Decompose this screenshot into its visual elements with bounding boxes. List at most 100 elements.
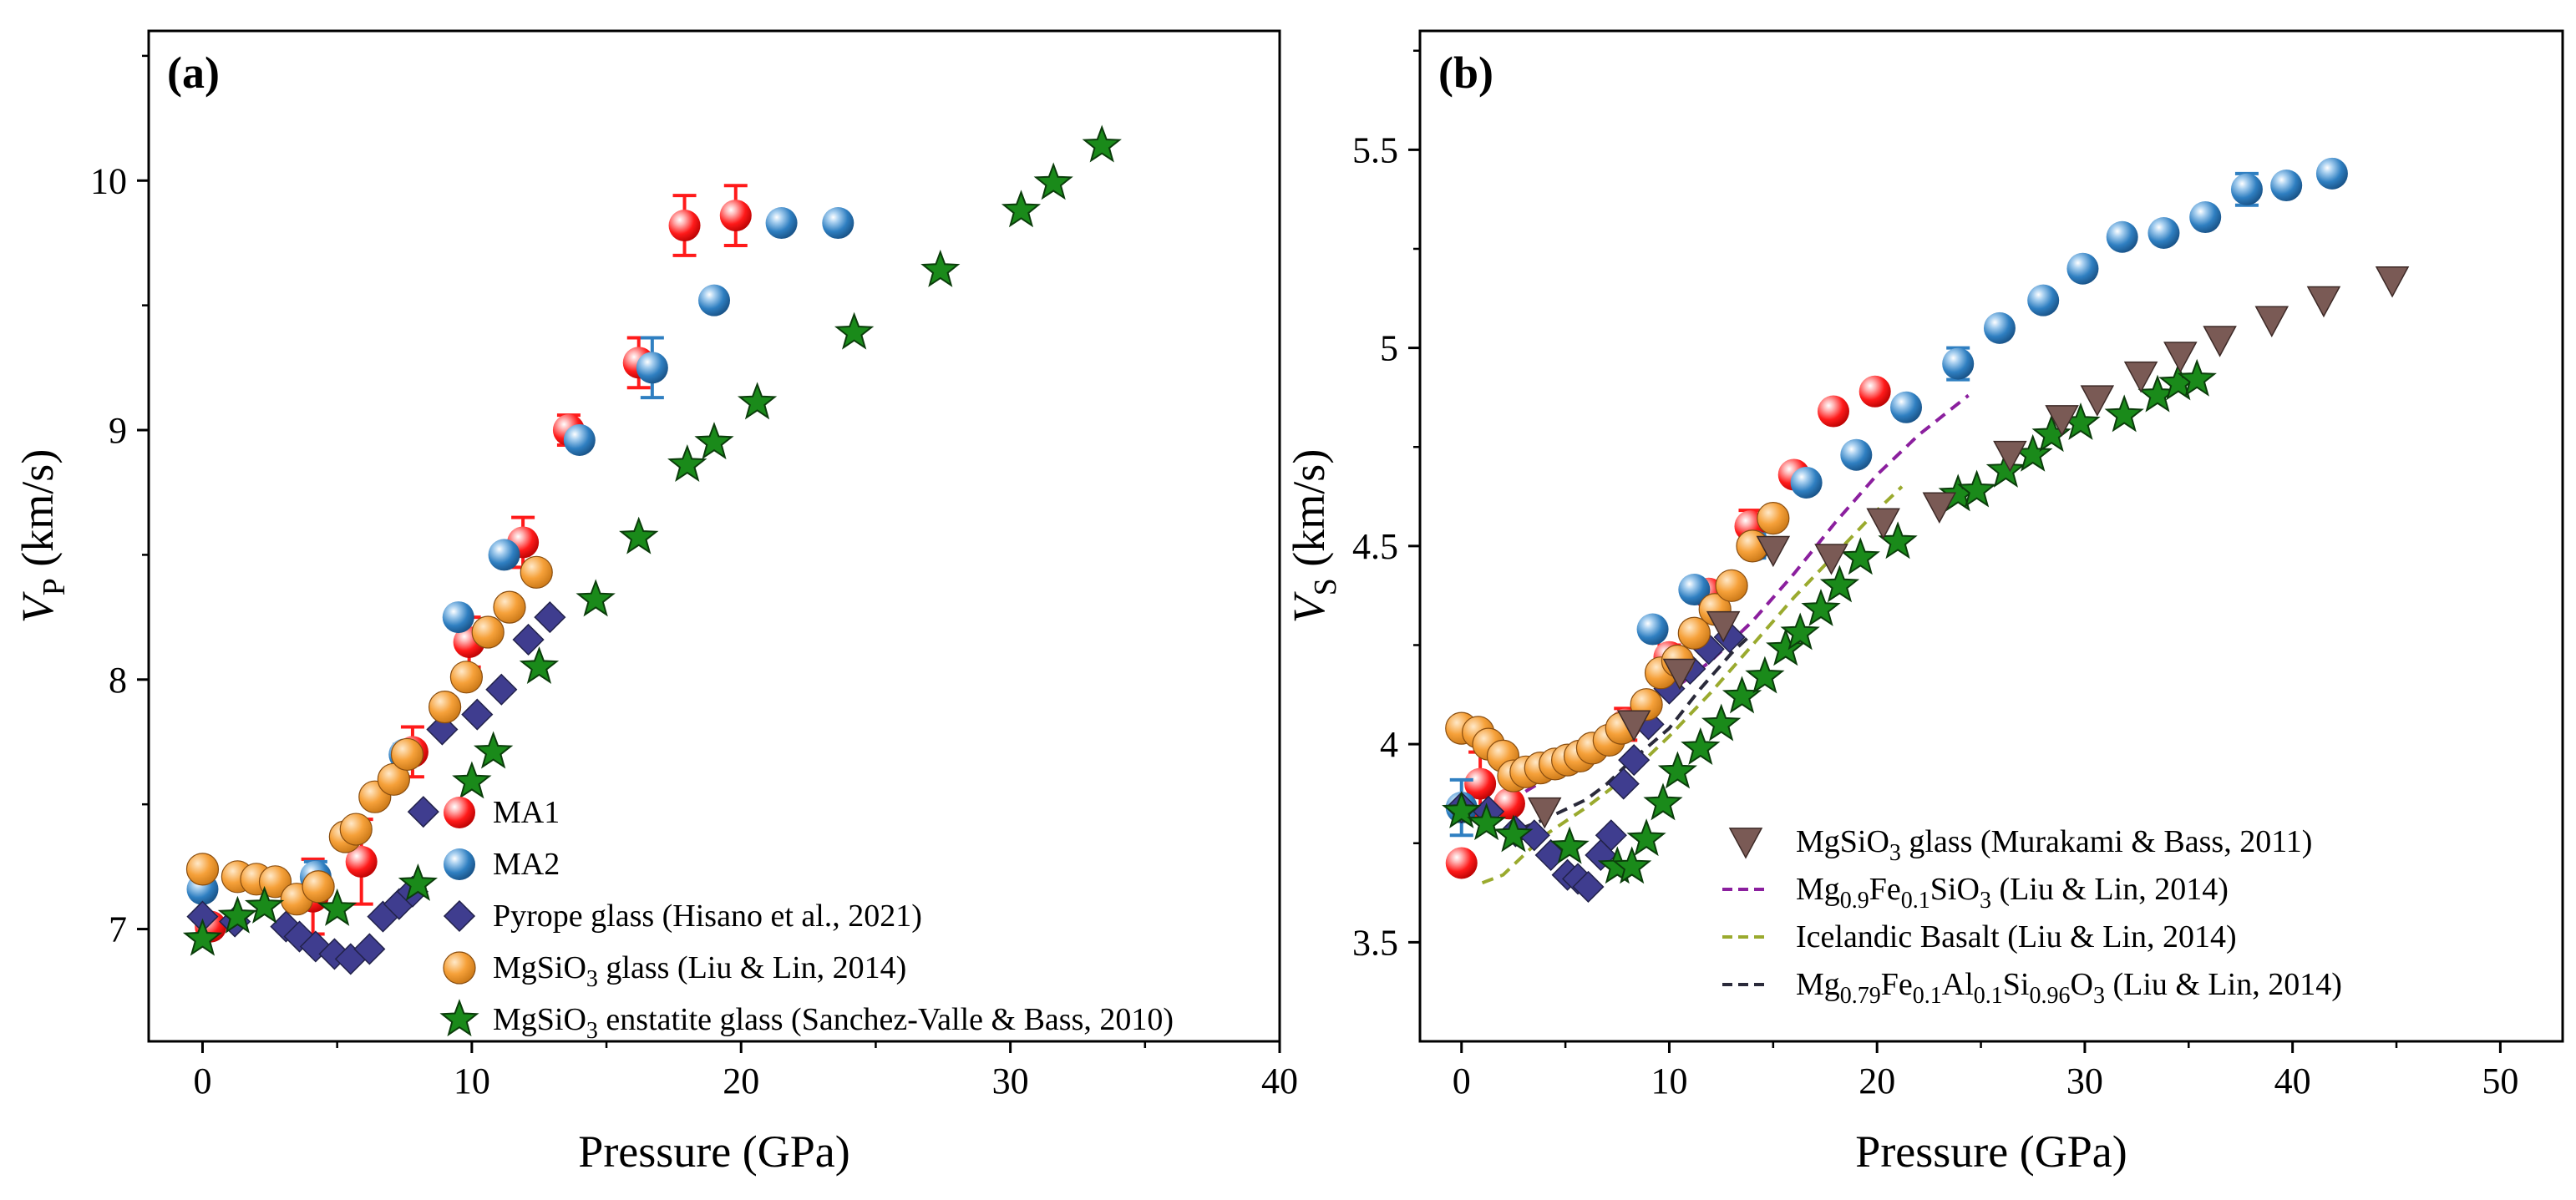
legend-label-part: Fe — [1869, 872, 1901, 907]
data-point — [737, 382, 778, 420]
data-point — [668, 210, 701, 242]
data-point — [512, 623, 545, 656]
legend-label-part: MA2 — [493, 847, 560, 882]
data-point — [1464, 767, 1497, 800]
data-point — [2315, 157, 2348, 190]
legend-label-part: 0.1 — [1901, 888, 1930, 914]
data-point — [1985, 449, 2026, 488]
data-point — [1942, 347, 1975, 380]
data-point — [428, 691, 462, 724]
y-tick-label: 4 — [1380, 724, 1398, 765]
x-axis-label: Pressure (GPa) — [1855, 1127, 2127, 1177]
legend-item: MgSiO3 enstatite glass (Sanchez-Valle & … — [439, 999, 1174, 1044]
data-point — [563, 423, 596, 456]
legend-label: Icelandic Basalt (Liu & Lin, 2014) — [1796, 919, 2237, 954]
legend-label: MgSiO3 glass (Murakami & Bass, 2011) — [1796, 824, 2312, 866]
data-point — [1662, 658, 1697, 691]
data-point — [185, 853, 220, 886]
legend-label: MgSiO3 enstatite glass (Sanchez-Valle & … — [493, 1002, 1174, 1044]
data-point — [258, 865, 292, 899]
legend-label-part: Si — [2003, 967, 2030, 1002]
data-point — [1819, 565, 1860, 603]
legend-item: Mg0.79Fe0.1Al0.1Si0.96O3 (Liu & Lin, 201… — [1722, 967, 2342, 1009]
data-point — [1657, 751, 1698, 789]
legend-label-part: O — [2071, 967, 2093, 1002]
series-4 — [182, 124, 1122, 956]
x-tick-label: 20 — [723, 1061, 759, 1101]
x-tick-label: 40 — [2274, 1061, 2311, 1101]
legend-item: MA2 — [444, 847, 560, 882]
x-tick-label: 30 — [992, 1061, 1029, 1101]
data-point — [407, 796, 439, 828]
data-point — [1745, 656, 1785, 694]
legend-label-part: MgSiO — [493, 1002, 586, 1037]
x-tick-label: 20 — [1858, 1061, 1895, 1101]
data-point — [339, 813, 373, 846]
data-point — [698, 284, 730, 316]
data-point — [719, 200, 752, 232]
data-point — [1757, 502, 1790, 535]
data-point — [636, 352, 668, 384]
panel-a-chart: 0 10 20 30 40 7 8 9 10 Pressure (GPa) VP (km/s) (a)… — [13, 29, 1298, 1177]
x-tick-label: 10 — [1651, 1061, 1687, 1101]
data-point — [1840, 438, 1873, 471]
data-point — [488, 539, 520, 571]
y-axis-subscript: S — [1308, 578, 1343, 595]
plot-frame — [1418, 29, 2564, 1043]
legend-label-part: 3 — [2093, 983, 2105, 1009]
data-point — [2230, 173, 2263, 205]
data-point — [452, 761, 492, 799]
data-point — [1890, 391, 1923, 423]
series-3 — [1445, 502, 1790, 792]
data-point — [302, 870, 335, 904]
y-axis-subscript: P — [37, 578, 72, 595]
data-point — [619, 516, 659, 554]
data-point — [449, 661, 484, 694]
legend-label: MA1 — [493, 795, 560, 830]
y-tick-label: 9 — [109, 410, 127, 451]
legend-item: Mg0.9Fe0.1SiO3 (Liu & Lin, 2014) — [1722, 872, 2229, 914]
x-tick-label: 10 — [454, 1061, 490, 1101]
data-point — [1715, 569, 1748, 602]
data-point — [1677, 616, 1711, 650]
legend: MgSiO3 glass (Murakami & Bass, 2011) Mg0.… — [1722, 824, 2342, 1009]
data-point — [390, 737, 424, 772]
legend-symbol — [1728, 828, 1763, 859]
legend-label-part: enstatite glass (Sanchez-Valle & Bass, 2… — [598, 1002, 1174, 1037]
legend-symbol — [444, 848, 475, 880]
data-point — [1706, 610, 1741, 643]
legend-label-part: glass (Liu & Lin, 2014) — [598, 950, 906, 985]
data-point — [1866, 508, 1900, 539]
legend-label-part: 0.79 — [1840, 983, 1881, 1009]
data-point — [1572, 870, 1605, 904]
data-point — [1595, 819, 1627, 852]
legend-item: MgSiO3 glass (Liu & Lin, 2014) — [443, 950, 906, 992]
data-point — [2104, 394, 2144, 433]
y-tick-label: 5 — [1380, 328, 1398, 369]
data-point — [2106, 220, 2138, 253]
data-point — [534, 601, 566, 634]
data-point — [519, 646, 560, 685]
data-point — [1082, 124, 1122, 163]
panel-label: (b) — [1438, 48, 1493, 98]
data-point — [244, 885, 285, 924]
data-point — [1626, 818, 1666, 857]
data-point — [473, 731, 514, 769]
data-point — [2270, 170, 2303, 202]
y-tick-label: 10 — [90, 160, 127, 201]
y-axis-unit: (km/s) — [1284, 449, 1334, 579]
data-point — [461, 698, 494, 731]
data-point — [1993, 440, 2027, 473]
legend-label-part: (Liu & Lin, 2014) — [2105, 967, 2342, 1002]
y-tick-label: 3.5 — [1352, 922, 1398, 963]
data-point — [1549, 826, 1590, 864]
data-point — [1618, 744, 1651, 777]
data-point — [1607, 767, 1640, 800]
data-point — [1922, 492, 1957, 524]
data-point — [2027, 284, 2060, 316]
legend-label: Mg0.79Fe0.1Al0.1Si0.96O3 (Liu & Lin, 201… — [1796, 967, 2342, 1009]
y-tick-label: 8 — [109, 660, 127, 701]
x-tick-label: 40 — [1261, 1061, 1298, 1101]
data-point — [1817, 395, 1849, 428]
legend-label-part: 3 — [586, 966, 598, 992]
